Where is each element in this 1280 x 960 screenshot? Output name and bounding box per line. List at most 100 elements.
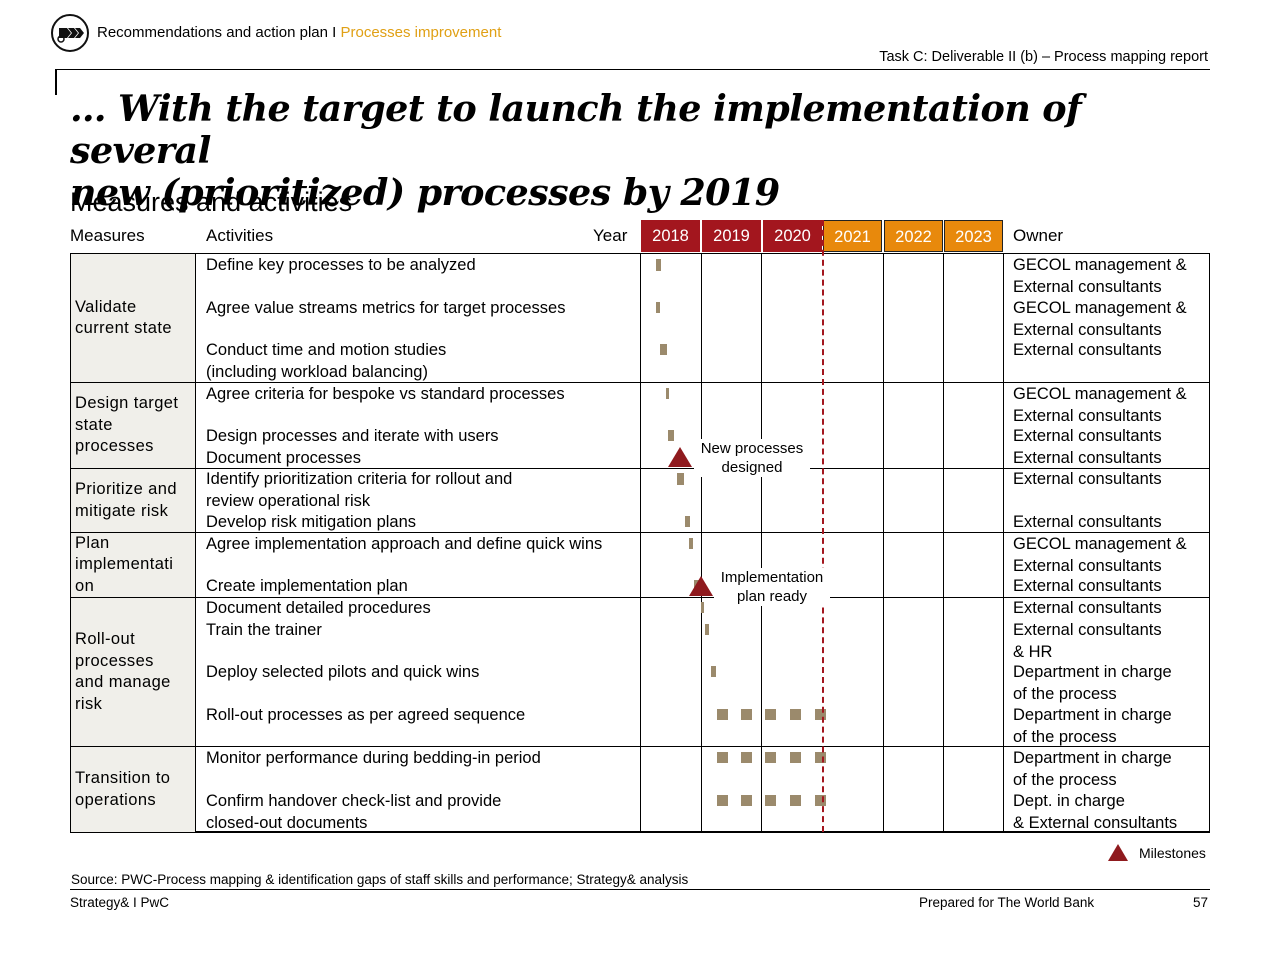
activity-item: Design processes and iterate with users	[206, 427, 499, 445]
gantt-bar	[685, 516, 690, 527]
activity-item: Develop risk mitigation plans	[206, 513, 417, 531]
gantt-bar	[668, 430, 674, 441]
grid-col-line	[883, 253, 884, 832]
grid-col-line	[761, 253, 762, 832]
owner-item: External consultants	[1013, 599, 1162, 617]
breadcrumb-main: Recommendations and action plan I	[97, 24, 337, 41]
owner-item: Dept. in charge & External consultants	[1013, 792, 1178, 832]
activity-item: Conduct time and motion studies (includi…	[206, 341, 447, 381]
owner-item: Department in charge of the process	[1013, 706, 1172, 746]
measure-design-target-state: Design target state processes	[70, 382, 196, 469]
activity-item: Confirm handover check-list and provide …	[206, 792, 502, 832]
strategy-and-logo-icon	[51, 14, 89, 52]
legend-milestone-icon	[1108, 844, 1128, 861]
breadcrumb-accent: Processes improvement	[340, 24, 502, 41]
activity-item: Document detailed procedures	[206, 599, 431, 617]
measure-plan-implementation: Plan implementati on	[70, 532, 196, 598]
header-activities: Activities	[206, 226, 274, 245]
gantt-dash	[790, 795, 801, 806]
gantt-dash	[717, 795, 728, 806]
owner-item: GECOL management & External consultants	[1013, 299, 1187, 339]
measure-label: Prioritize and mitigate risk	[75, 480, 177, 520]
activity-item: Define key processes to be analyzed	[206, 256, 476, 274]
year-2023: 2023	[944, 220, 1003, 252]
activity-item: Identify prioritization criteria for rol…	[206, 470, 513, 510]
header-year: Year	[593, 226, 628, 245]
grid-col-line	[640, 253, 641, 832]
measure-label: Transition to operations	[75, 769, 171, 809]
activity-item: Monitor performance during bedding-in pe…	[206, 749, 541, 767]
gantt-dash	[790, 752, 801, 763]
gantt-dash	[741, 752, 752, 763]
gantt-bar	[705, 624, 709, 635]
header-owner: Owner	[1013, 226, 1064, 245]
activity-item: Train the trainer	[206, 621, 322, 639]
page-number: 57	[1193, 895, 1209, 910]
milestone-label: Implementation plan ready	[714, 568, 830, 606]
activity-item: Create implementation plan	[206, 577, 408, 595]
gantt-dash	[765, 709, 776, 720]
activity-item: Agree value streams metrics for target p…	[206, 299, 566, 317]
activity-item: Document processes	[206, 449, 361, 467]
measure-transition: Transition to operations	[70, 746, 196, 833]
activity-item: Agree criteria for bespoke vs standard p…	[206, 385, 565, 403]
grid-line	[70, 831, 1210, 833]
legend-milestones-label: Milestones	[1139, 845, 1206, 861]
measure-label: Design target state processes	[75, 394, 179, 456]
measure-prioritize-risk: Prioritize and mitigate risk	[70, 468, 196, 533]
measure-label: Roll-out processes and manage risk	[75, 630, 171, 713]
grid-col-line	[701, 253, 702, 832]
measure-label: Validate current state	[75, 297, 172, 338]
year-2022: 2022	[884, 220, 943, 252]
footer-brand: Strategy& I PwC	[70, 895, 170, 910]
gantt-bar	[656, 302, 660, 313]
page-title-line-1: … With the target to launch the implemen…	[70, 87, 1082, 172]
owner-item: External consultants	[1013, 427, 1162, 445]
owner-item: Department in charge of the process	[1013, 749, 1172, 789]
header-rule	[55, 69, 1210, 70]
owner-item: Department in charge of the process	[1013, 663, 1172, 703]
gantt-dash	[815, 752, 826, 763]
owner-item: GECOL management & External consultants	[1013, 535, 1187, 575]
gantt-dash	[741, 709, 752, 720]
year-2018: 2018	[641, 220, 700, 252]
activity-item: Roll-out processes as per agreed sequenc…	[206, 706, 526, 724]
year-2020: 2020	[763, 220, 822, 252]
header-measures: Measures	[70, 226, 145, 245]
header-tick	[55, 69, 57, 95]
milestone-label: New processes designed	[694, 439, 810, 477]
gantt-dash	[717, 752, 728, 763]
activity-item: Agree implementation approach and define…	[206, 535, 603, 553]
gantt-bar	[666, 388, 669, 399]
milestone-triangle-icon	[689, 576, 713, 596]
footer-prepared-for: Prepared for The World Bank	[919, 895, 1095, 910]
gantt-dash	[717, 709, 728, 720]
section-title: Measures and activities	[70, 187, 353, 217]
gantt-dash	[815, 795, 826, 806]
owner-item: External consultants	[1013, 470, 1162, 488]
gantt-bar	[677, 473, 684, 485]
page-title: … With the target to launch the implemen…	[70, 88, 1220, 214]
owner-item: External consultants	[1013, 513, 1162, 531]
grid-col-line	[1003, 253, 1004, 832]
gantt-dash	[790, 709, 801, 720]
page-title-line-2: new (prioritized) processes by 2019	[70, 171, 780, 214]
owner-item: GECOL management & External consultants	[1013, 385, 1187, 425]
source-note: Source: PWC-Process mapping & identifica…	[71, 872, 689, 887]
gantt-bar	[701, 602, 704, 613]
measure-label: Plan implementati on	[75, 533, 174, 595]
gantt-dash	[765, 795, 776, 806]
footer-rule	[70, 889, 1210, 890]
task-label: Task C: Deliverable II (b) – Process map…	[879, 49, 1208, 65]
owner-item: External consultants	[1013, 449, 1162, 467]
grid-col-line	[943, 253, 944, 832]
milestone-triangle-icon	[668, 447, 692, 467]
owner-item: External consultants	[1013, 577, 1162, 595]
gantt-bar	[711, 666, 716, 677]
measure-roll-out: Roll-out processes and manage risk	[70, 597, 196, 747]
year-2019: 2019	[702, 220, 761, 252]
gantt-bar	[689, 538, 693, 549]
gantt-bar	[660, 344, 667, 355]
year-2021: 2021	[823, 220, 882, 252]
owner-item: External consultants & HR	[1013, 621, 1162, 661]
